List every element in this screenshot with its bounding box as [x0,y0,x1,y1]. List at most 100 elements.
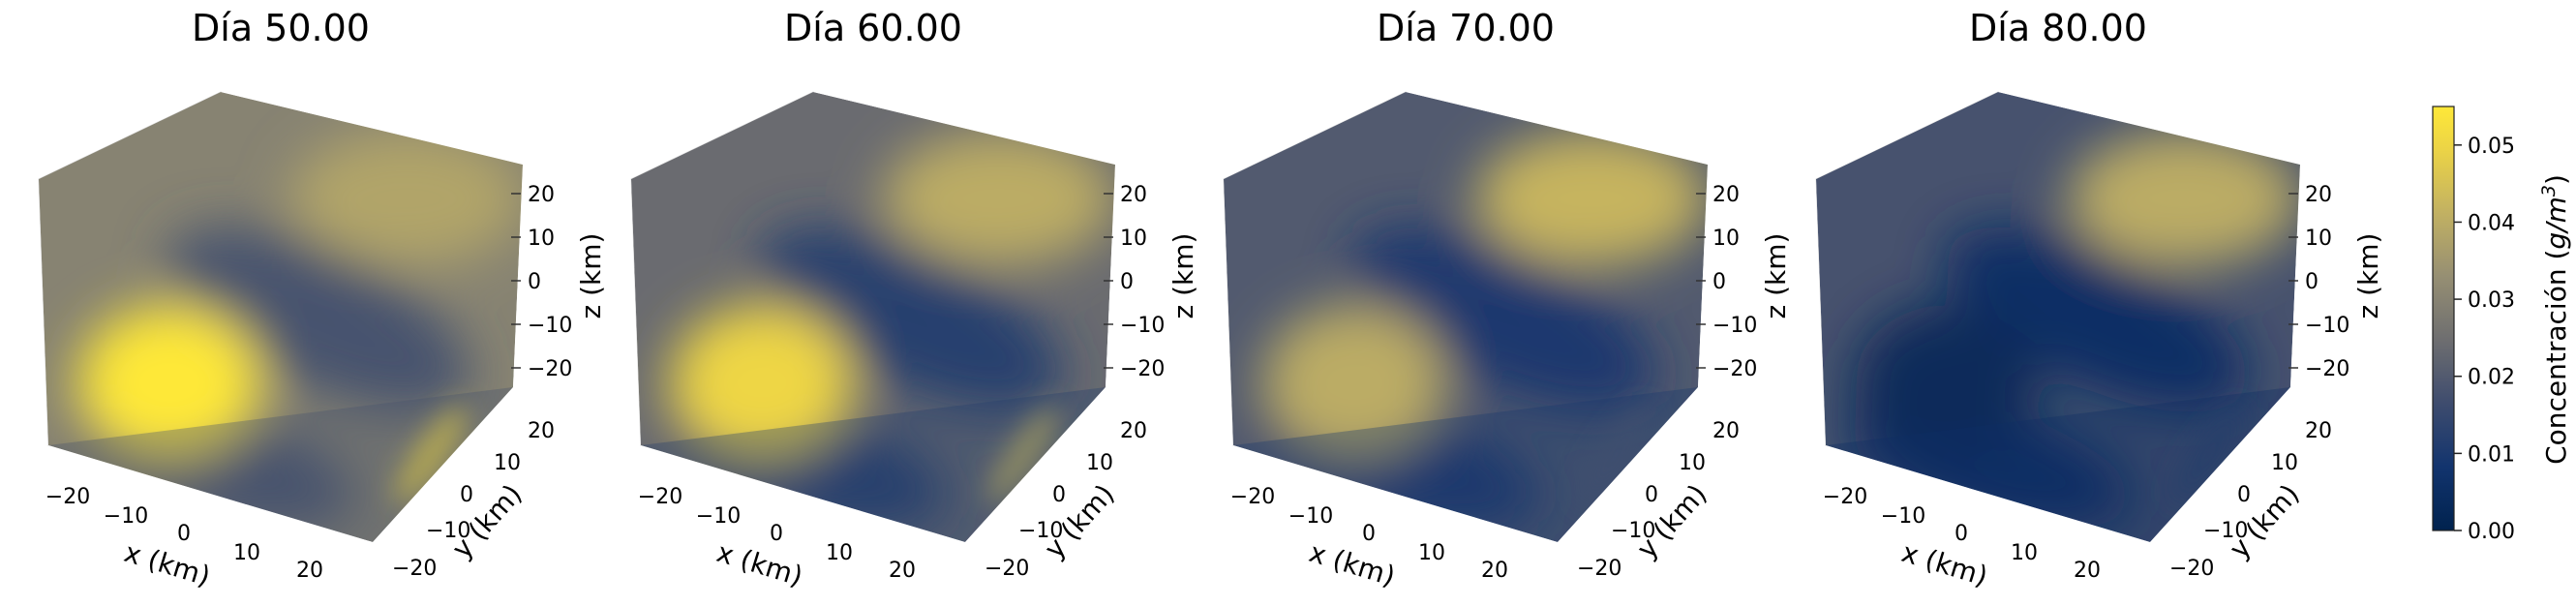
colorbar-label: Concentración (g/m3) [2538,174,2572,465]
z-tick-label: −20 [1120,357,1165,381]
y-tick-label: 20 [528,419,555,443]
x-axis-label: x (km) [713,536,806,592]
blob-side-streak [1580,407,1652,503]
x-tick-label: 20 [296,559,323,583]
y-tick-label: −10 [1611,519,1655,543]
x-tick-label: 0 [177,522,191,546]
z-tick-label: 20 [2305,183,2332,207]
blob-back-right [290,131,523,266]
panel-2: Día 60.00 20 10 0 −10 −20 z (km) −20 −10 0 10 20 x (… [630,7,1199,592]
y-tick-label: −10 [426,519,470,543]
y-tick-label: −10 [2203,519,2248,543]
blob-side-streak [395,407,467,503]
x-tick-label: 20 [1481,559,1508,583]
z-tick-label: −20 [2305,357,2349,381]
z-tick-label: 10 [528,227,555,251]
y-tick-label: −20 [392,557,437,581]
colorbar: 0.00 0.01 0.02 0.03 0.04 0.05 Concentración (… [2432,106,2572,544]
x-tick-label: 0 [770,522,783,546]
x-tick-label: −10 [1881,504,1925,529]
blob-back-right [883,131,1115,266]
colorbar-tick-label: 0.03 [2468,288,2515,313]
z-tick-label: 0 [1120,270,1134,294]
z-tick-label: −20 [528,357,572,381]
panel-4: Día 80.00 20 10 0 −10 −20 z (km) −20 −10 0 10 20 x (… [1815,7,2384,592]
x-axis-label: x (km) [121,536,214,592]
colorbar-tick-label: 0.05 [2468,135,2515,159]
dark-band [167,227,471,412]
z-axis-label: z (km) [1760,233,1792,319]
panel-title: Día 70.00 [1377,7,1555,49]
y-tick-label: 20 [1120,419,1147,443]
z-tick-label: −20 [1712,357,1757,381]
dark-band [1945,227,2249,412]
x-tick-label: 10 [233,541,260,565]
dark-band [1352,227,1656,412]
y-tick-label: 20 [1712,419,1740,443]
concentration-volume [39,92,523,542]
y-tick-label: −20 [985,557,1029,581]
x-tick-label: 20 [889,559,916,583]
blob-side-streak [987,407,1059,503]
x-tick-label: −20 [1230,485,1275,509]
blob-back-right [2068,131,2300,266]
concentration-volume [631,92,1115,542]
z-tick-label: −10 [1120,314,1165,338]
x-tick-label: 10 [1418,541,1445,565]
x-axis-label: x (km) [1898,536,1991,592]
panel-title: Día 60.00 [784,7,962,49]
dark-band [760,227,1064,412]
y-tick-label: 10 [2271,451,2298,475]
blob-back-right [1475,131,1708,266]
colorbar-tick-label: 0.01 [2468,442,2515,467]
y-tick-label: 10 [1679,451,1706,475]
z-tick-label: 0 [528,270,541,294]
z-tick-label: 20 [1712,183,1740,207]
x-tick-label: 0 [1955,522,1968,546]
x-axis-label: x (km) [1306,536,1399,592]
panel-title: Día 80.00 [1969,7,2147,49]
y-tick-label: 0 [460,483,473,507]
y-tick-label: −20 [1577,557,1621,581]
x-tick-label: −20 [1823,485,1867,509]
y-tick-label: 20 [2305,419,2332,443]
y-tick-label: 0 [1052,483,1066,507]
front-face-shade [48,387,513,542]
z-tick-label: 10 [1120,227,1147,251]
blob-front-left [77,305,261,460]
concentration-volume [1816,92,2300,542]
z-axis-label: z (km) [1167,233,1199,319]
blob-front-left [1262,305,1446,460]
concentration-volume [1224,92,1708,542]
y-tick-label: 0 [1645,483,1658,507]
z-tick-label: −10 [528,314,572,338]
z-tick-label: 20 [528,183,555,207]
z-tick-label: 10 [1712,227,1740,251]
colorbar-tick-label: 0.04 [2468,211,2515,235]
x-tick-label: 20 [2074,559,2101,583]
z-tick-label: 10 [2305,227,2332,251]
front-face-shade [1233,387,1698,542]
x-tick-label: −20 [638,485,682,509]
y-tick-label: 0 [2237,483,2251,507]
z-tick-label: 20 [1120,183,1147,207]
blob-front-left [1855,305,2039,460]
z-tick-label: 0 [2305,270,2318,294]
blob-side-streak [2172,407,2244,503]
panel-title: Día 50.00 [192,7,370,49]
z-tick-label: −10 [1712,314,1757,338]
y-tick-label: −10 [1018,519,1063,543]
x-tick-label: 10 [2011,541,2038,565]
colorbar-tick-label: 0.00 [2468,520,2515,544]
blob-front-left [670,305,854,460]
z-tick-label: 0 [1712,270,1726,294]
front-face-shade [641,387,1106,542]
y-tick-label: 10 [494,451,521,475]
x-tick-label: −20 [45,485,90,509]
y-tick-label: 10 [1086,451,1113,475]
z-tick-label: −10 [2305,314,2349,338]
x-tick-label: −10 [696,504,741,529]
z-axis-label: z (km) [2352,233,2384,319]
x-tick-label: 0 [1362,522,1376,546]
